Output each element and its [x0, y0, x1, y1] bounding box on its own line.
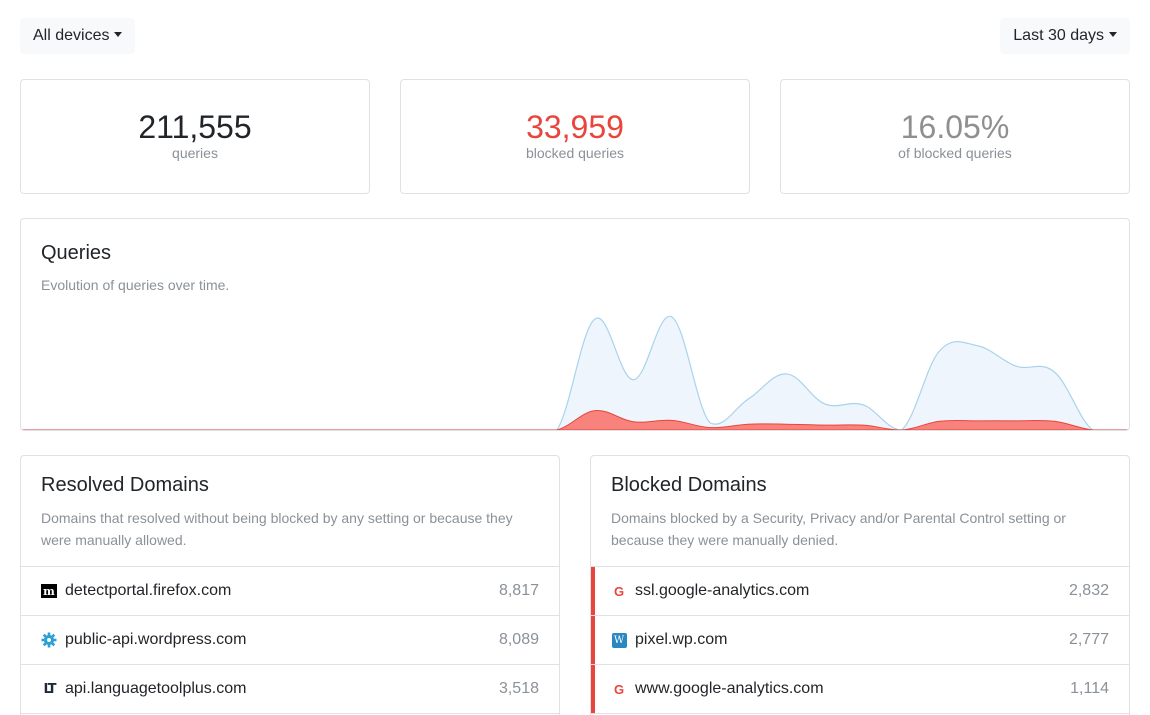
total-queries-label: queries — [172, 145, 218, 161]
blocked-percent-card: 16.05% of blocked queries — [780, 79, 1130, 194]
queries-title: Queries — [41, 242, 112, 264]
resolved-domains-card: Resolved Domains Domains that resolved w… — [20, 455, 560, 715]
domain-count: 8,089 — [498, 631, 539, 648]
resolved-domains-title: Resolved Domains — [41, 474, 209, 496]
device-filter-label: All devices — [33, 27, 110, 44]
domain-name: api.languagetoolplus.com — [65, 680, 247, 697]
total-queries-line — [21, 316, 1129, 430]
queries-subtitle: Evolution of queries over time. — [41, 277, 230, 293]
blocked-domains-title: Blocked Domains — [611, 474, 767, 496]
blocked-domains-header: Blocked Domains Domains blocked by a Sec… — [591, 456, 1129, 567]
domain-name: www.google-analytics.com — [635, 680, 824, 697]
google-icon: G — [613, 681, 625, 697]
domain-name: detectportal.firefox.com — [65, 582, 232, 599]
date-range-label: Last 30 days — [1013, 27, 1104, 44]
queries-card: Queries Evolution of queries over time. — [20, 218, 1130, 431]
total-queries-card: 211,555 queries — [20, 79, 370, 194]
domain-count: 1,114 — [1070, 680, 1109, 697]
blocked-domain-row[interactable]: G www.google-analytics.com 1,114 — [591, 665, 1129, 714]
m-icon: m — [41, 584, 57, 598]
domain-count: 2,832 — [1068, 582, 1109, 599]
resolved-domains-subtitle: Domains that resolved without being bloc… — [41, 510, 513, 548]
domain-name: public-api.wordpress.com — [65, 631, 247, 648]
blocked-queries-area — [21, 410, 1129, 430]
blocked-queries-label: blocked queries — [525, 145, 625, 161]
resolved-domain-row[interactable]: public-api.wordpress.com 8,089 — [21, 616, 559, 665]
total-queries-value: 211,555 — [138, 109, 252, 145]
blocked-percent-label: of blocked queries — [898, 145, 1012, 161]
total-queries-area — [21, 316, 1129, 430]
gear-icon — [41, 632, 57, 648]
resolved-domains-header: Resolved Domains Domains that resolved w… — [21, 456, 559, 567]
blocked-domains-subtitle: Domains blocked by a Security, Privacy a… — [611, 510, 1066, 548]
domain-count: 2,777 — [1068, 631, 1109, 648]
queries-chart — [21, 316, 1129, 430]
google-icon: G — [613, 583, 625, 599]
device-filter-dropdown[interactable]: All devices — [20, 18, 136, 54]
resolved-domain-row[interactable]: m detectportal.firefox.com 8,817 — [21, 567, 559, 616]
caret-down-icon — [1109, 31, 1117, 37]
domain-name: pixel.wp.com — [635, 631, 728, 648]
domain-count: 8,817 — [498, 582, 539, 599]
domain-count: 3,518 — [498, 680, 539, 697]
blocked-queries-value: 33,959 — [526, 109, 624, 145]
blocked-percent-value: 16.05% — [900, 109, 1010, 145]
blocked-domain-row[interactable]: G ssl.google-analytics.com 2,832 — [591, 567, 1129, 616]
blocked-domain-row[interactable]: W pixel.wp.com 2,777 — [591, 616, 1129, 665]
wordpress-icon: W — [611, 632, 627, 648]
domain-name: ssl.google-analytics.com — [635, 582, 810, 599]
blocked-queries-card: 33,959 blocked queries — [400, 79, 750, 194]
resolved-domain-row[interactable]: LT api.languagetoolplus.com 3,518 — [21, 665, 559, 714]
lt-icon: LT — [43, 681, 57, 697]
date-range-dropdown[interactable]: Last 30 days — [1000, 18, 1130, 54]
blocked-domains-card: Blocked Domains Domains blocked by a Sec… — [590, 455, 1130, 715]
caret-down-icon — [114, 31, 123, 37]
